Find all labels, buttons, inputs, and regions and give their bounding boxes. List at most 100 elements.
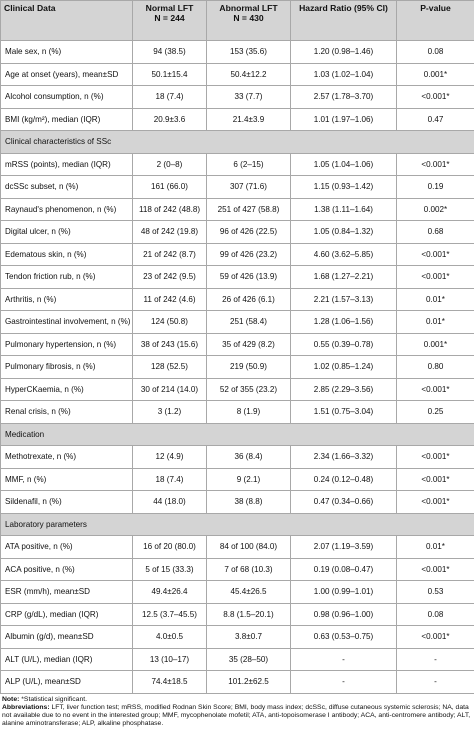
cell-hazard-ratio: 1.01 (1.97–1.06) bbox=[291, 108, 397, 131]
cell-normal-lft: 11 of 242 (4.6) bbox=[133, 288, 207, 311]
cell-abnormal-lft: 33 (7.7) bbox=[207, 86, 291, 109]
cell-abnormal-lft: 8 (1.9) bbox=[207, 401, 291, 424]
row-label: mRSS (points), median (IQR) bbox=[1, 153, 133, 176]
cell-hazard-ratio: 2.85 (2.29–3.56) bbox=[291, 378, 397, 401]
table-row: MMF, n (%)18 (7.4)9 (2.1)0.24 (0.12–0.48… bbox=[1, 468, 474, 491]
cell-p-value: 0.01* bbox=[397, 536, 474, 559]
table-row: mRSS (points), median (IQR)2 (0–8)6 (2–1… bbox=[1, 153, 474, 176]
cell-p-value: <0.001* bbox=[397, 153, 474, 176]
cell-p-value: 0.01* bbox=[397, 311, 474, 334]
cell-abnormal-lft: 36 (8.4) bbox=[207, 446, 291, 469]
cell-hazard-ratio: 1.20 (0.98–1.46) bbox=[291, 41, 397, 64]
cell-abnormal-lft: 52 of 355 (23.2) bbox=[207, 378, 291, 401]
cell-hazard-ratio: 1.05 (1.04–1.06) bbox=[291, 153, 397, 176]
cell-normal-lft: 44 (18.0) bbox=[133, 491, 207, 514]
cell-hazard-ratio: 1.03 (1.02–1.04) bbox=[291, 63, 397, 86]
header-p-value: P-value bbox=[397, 1, 474, 41]
cell-hazard-ratio: 1.51 (0.75–3.04) bbox=[291, 401, 397, 424]
cell-p-value: <0.001* bbox=[397, 446, 474, 469]
table-row: Alcohol consumption, n (%)18 (7.4)33 (7.… bbox=[1, 86, 474, 109]
cell-hazard-ratio: 0.55 (0.39–0.78) bbox=[291, 333, 397, 356]
cell-abnormal-lft: 6 (2–15) bbox=[207, 153, 291, 176]
cell-abnormal-lft: 38 (8.8) bbox=[207, 491, 291, 514]
table-row: ATA positive, n (%)16 of 20 (80.0)84 of … bbox=[1, 536, 474, 559]
section-title: Clinical characteristics of SSc bbox=[1, 131, 474, 154]
cell-hazard-ratio: 4.60 (3.62–5.85) bbox=[291, 243, 397, 266]
cell-p-value: 0.01* bbox=[397, 288, 474, 311]
cell-p-value: 0.08 bbox=[397, 41, 474, 64]
cell-p-value: <0.001* bbox=[397, 243, 474, 266]
section-title: Medication bbox=[1, 423, 474, 446]
cell-hazard-ratio: 1.00 (0.99–1.01) bbox=[291, 581, 397, 604]
header-normal-lft-n: N = 244 bbox=[136, 14, 203, 24]
table-row: Gastrointestinal involvement, n (%)124 (… bbox=[1, 311, 474, 334]
section-row: Clinical characteristics of SSc bbox=[1, 131, 474, 154]
cell-normal-lft: 161 (66.0) bbox=[133, 176, 207, 199]
cell-abnormal-lft: 45.4±26.5 bbox=[207, 581, 291, 604]
cell-p-value: 0.80 bbox=[397, 356, 474, 379]
cell-p-value: <0.001* bbox=[397, 626, 474, 649]
row-label: ACA positive, n (%) bbox=[1, 558, 133, 581]
cell-hazard-ratio: 1.02 (0.85–1.24) bbox=[291, 356, 397, 379]
row-label: Arthritis, n (%) bbox=[1, 288, 133, 311]
row-label: Tendon friction rub, n (%) bbox=[1, 266, 133, 289]
note-label: Note: bbox=[2, 696, 19, 703]
row-label: Sildenafil, n (%) bbox=[1, 491, 133, 514]
table-row: dcSSc subset, n (%)161 (66.0)307 (71.6)1… bbox=[1, 176, 474, 199]
table-header-row: Clinical Data Normal LFT N = 244 Abnorma… bbox=[1, 1, 474, 41]
row-label: Edematous skin, n (%) bbox=[1, 243, 133, 266]
cell-p-value: 0.25 bbox=[397, 401, 474, 424]
table-row: ACA positive, n (%)5 of 15 (33.3)7 of 68… bbox=[1, 558, 474, 581]
cell-p-value: <0.001* bbox=[397, 558, 474, 581]
table-row: Pulmonary fibrosis, n (%)128 (52.5)219 (… bbox=[1, 356, 474, 379]
clinical-data-table: Clinical Data Normal LFT N = 244 Abnorma… bbox=[0, 0, 474, 694]
table-row: HyperCKaemia, n (%)30 of 214 (14.0)52 of… bbox=[1, 378, 474, 401]
row-label: Methotrexate, n (%) bbox=[1, 446, 133, 469]
cell-abnormal-lft: 153 (35.6) bbox=[207, 41, 291, 64]
cell-p-value: <0.001* bbox=[397, 468, 474, 491]
cell-normal-lft: 5 of 15 (33.3) bbox=[133, 558, 207, 581]
cell-normal-lft: 12.5 (3.7–45.5) bbox=[133, 603, 207, 626]
cell-abnormal-lft: 84 of 100 (84.0) bbox=[207, 536, 291, 559]
cell-abnormal-lft: 96 of 426 (22.5) bbox=[207, 221, 291, 244]
row-label: BMI (kg/m²), median (IQR) bbox=[1, 108, 133, 131]
row-label: ALP (U/L), mean±SD bbox=[1, 671, 133, 694]
cell-p-value: - bbox=[397, 648, 474, 671]
cell-abnormal-lft: 307 (71.6) bbox=[207, 176, 291, 199]
cell-normal-lft: 48 of 242 (19.8) bbox=[133, 221, 207, 244]
cell-abnormal-lft: 251 of 427 (58.8) bbox=[207, 198, 291, 221]
cell-p-value: 0.001* bbox=[397, 333, 474, 356]
cell-normal-lft: 13 (10–17) bbox=[133, 648, 207, 671]
table-row: Pulmonary hypertension, n (%)38 of 243 (… bbox=[1, 333, 474, 356]
cell-hazard-ratio: 0.98 (0.96–1.00) bbox=[291, 603, 397, 626]
cell-normal-lft: 16 of 20 (80.0) bbox=[133, 536, 207, 559]
cell-abnormal-lft: 3.8±0.7 bbox=[207, 626, 291, 649]
table-notes: Note: *Statistical significant. Abbrevia… bbox=[0, 694, 474, 729]
table-body: Male sex, n (%)94 (38.5)153 (35.6)1.20 (… bbox=[1, 41, 474, 694]
cell-abnormal-lft: 9 (2.1) bbox=[207, 468, 291, 491]
table-row: Methotrexate, n (%)12 (4.9)36 (8.4)2.34 … bbox=[1, 446, 474, 469]
cell-abnormal-lft: 35 of 429 (8.2) bbox=[207, 333, 291, 356]
table-row: Raynaud's phenomenon, n (%)118 of 242 (4… bbox=[1, 198, 474, 221]
cell-p-value: 0.08 bbox=[397, 603, 474, 626]
cell-normal-lft: 94 (38.5) bbox=[133, 41, 207, 64]
cell-p-value: - bbox=[397, 671, 474, 694]
header-normal-lft: Normal LFT N = 244 bbox=[133, 1, 207, 41]
row-label: ESR (mm/h), mean±SD bbox=[1, 581, 133, 604]
section-title: Laboratory parameters bbox=[1, 513, 474, 536]
section-row: Laboratory parameters bbox=[1, 513, 474, 536]
table-row: Digital ulcer, n (%)48 of 242 (19.8)96 o… bbox=[1, 221, 474, 244]
cell-hazard-ratio: - bbox=[291, 648, 397, 671]
cell-p-value: 0.53 bbox=[397, 581, 474, 604]
cell-hazard-ratio: 1.15 (0.93–1.42) bbox=[291, 176, 397, 199]
cell-normal-lft: 124 (50.8) bbox=[133, 311, 207, 334]
row-label: ATA positive, n (%) bbox=[1, 536, 133, 559]
cell-abnormal-lft: 50.4±12.2 bbox=[207, 63, 291, 86]
abbreviations-text: LFT, liver function test; mRSS, modified… bbox=[2, 704, 470, 728]
header-hazard-ratio: Hazard Ratio (95% CI) bbox=[291, 1, 397, 41]
table-row: Renal crisis, n (%)3 (1.2)8 (1.9)1.51 (0… bbox=[1, 401, 474, 424]
cell-hazard-ratio: 0.24 (0.12–0.48) bbox=[291, 468, 397, 491]
